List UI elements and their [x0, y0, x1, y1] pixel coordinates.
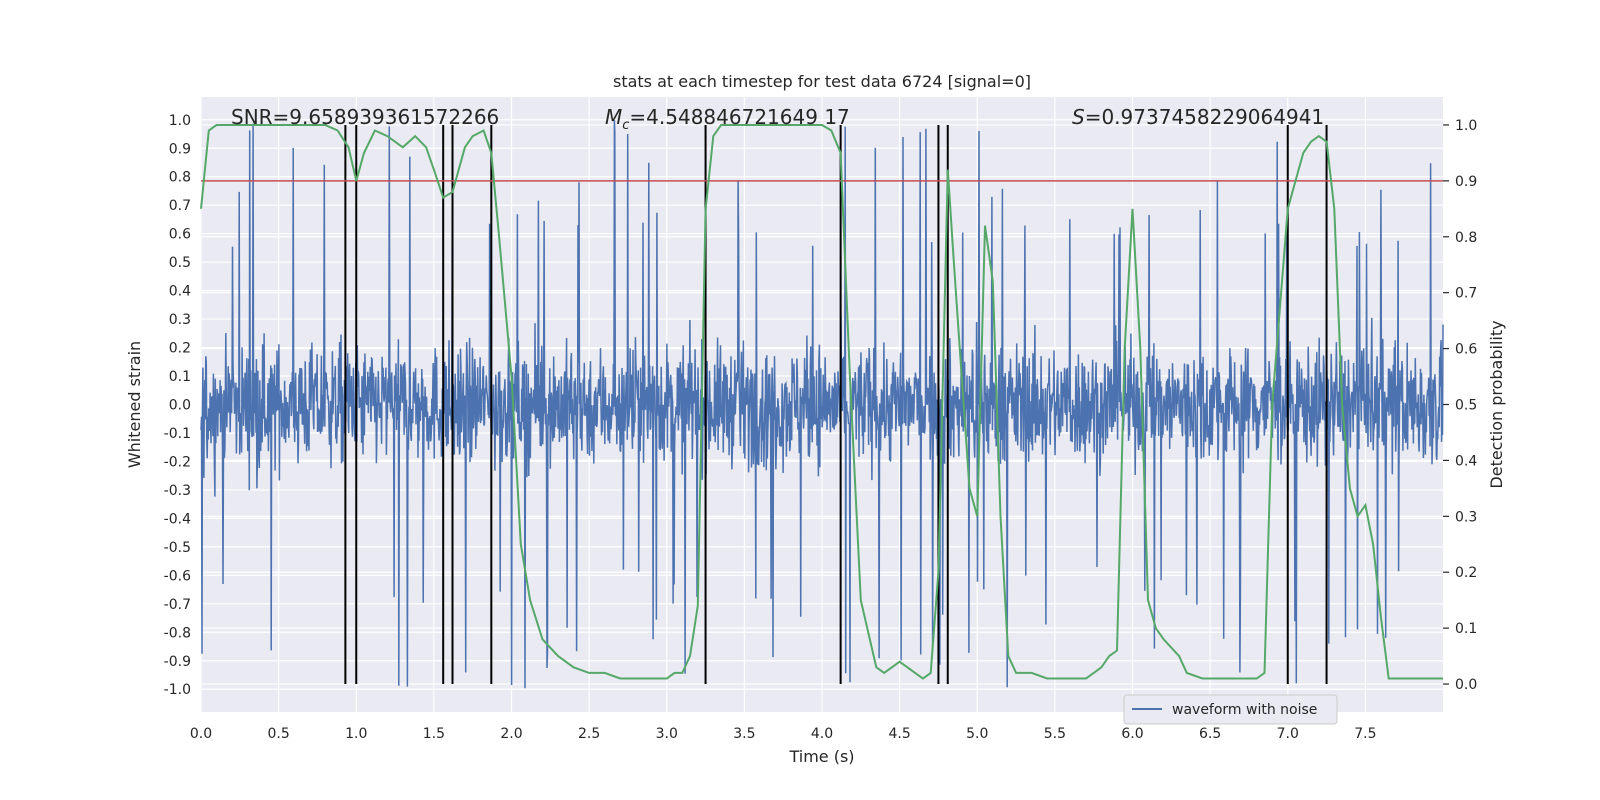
legend-label: waveform with noise [1172, 702, 1317, 718]
x-tick-label: 2.0 [500, 726, 522, 742]
y-tick-label: -0.1 [164, 426, 191, 442]
x-tick-label: 6.5 [1199, 726, 1221, 742]
y-tick-label: 0.6 [169, 227, 191, 243]
y-tick-label: 0.0 [169, 398, 191, 414]
y-axis-label: Whitened strain [125, 341, 144, 468]
mc-value: =4.548846721649 17 [629, 105, 849, 129]
legend-box [1123, 694, 1338, 725]
y2-tick-label: 0.9 [1455, 174, 1477, 190]
x-tick-label: 3.5 [733, 726, 755, 742]
y-tick-label: -1.0 [164, 682, 191, 698]
detection-probability-line [200, 124, 1443, 680]
y-tick-label: -0.9 [164, 654, 191, 670]
y2-tick-label: 0.0 [1455, 677, 1477, 693]
y-tick-label: -0.3 [164, 483, 191, 499]
y-tick-label: 0.8 [169, 170, 191, 186]
x-tick-label: 0.0 [190, 726, 212, 742]
y2-tick-label: 0.7 [1455, 286, 1477, 302]
mc-annotation: Mc=4.548846721649 17 [605, 105, 850, 133]
legend: waveform with noise [1123, 694, 1338, 725]
chart-title: stats at each timestep for test data 672… [613, 72, 1031, 91]
s-annotation: S=0.9737458229064941 [1072, 105, 1324, 129]
x-tick-labels: 0.0 0.5 1.0 1.5 2.0 2.5 3.0 3.5 4.0 4.5 5.0 5.5 6.0 6… [190, 726, 1377, 742]
x-axis-label: Time (s) [788, 747, 854, 766]
mc-subscript: c [622, 118, 629, 133]
y-tick-label: 0.9 [169, 141, 191, 157]
x-tick-label: 1.5 [423, 726, 445, 742]
y-tick-label: -0.6 [164, 568, 191, 584]
y-tick-label: -0.4 [164, 511, 191, 527]
y-tick-label: 0.3 [169, 312, 191, 328]
y2-tick-labels: 1.0 0.9 0.8 0.7 0.6 0.5 0.4 0.3 0.2 0.1 0.0 [1443, 118, 1477, 693]
s-value: =0.9737458229064941 [1085, 105, 1324, 129]
x-tick-label: 2.5 [578, 726, 600, 742]
y2-tick-label: 0.6 [1455, 342, 1477, 358]
y2-tick-label: 0.4 [1455, 453, 1477, 469]
y-tick-label: 0.7 [169, 198, 191, 214]
y2-tick-label: 0.3 [1455, 509, 1477, 525]
y2-tick-label: 1.0 [1455, 118, 1477, 134]
y2-axis-label: Detection probability [1487, 320, 1506, 488]
noise-waveform-path [200, 120, 1444, 689]
y-tick-labels: 1.0 0.9 0.8 0.7 0.6 0.5 0.4 0.3 0.2 0.1 0.0 -0.1 -0.… [164, 113, 191, 698]
y-tick-label: -0.8 [164, 625, 191, 641]
y-tick-label: -0.5 [164, 540, 191, 556]
x-tick-label: 7.5 [1354, 726, 1376, 742]
y-tick-label: 0.2 [169, 341, 191, 357]
y-tick-label: 1.0 [169, 113, 191, 129]
x-tick-label: 0.5 [267, 726, 289, 742]
x-tick-label: 5.5 [1044, 726, 1066, 742]
y-tick-label: -0.2 [164, 454, 191, 470]
x-tick-label: 6.0 [1121, 726, 1143, 742]
y2-tick-label: 0.8 [1455, 230, 1477, 246]
x-tick-label: 5.0 [966, 726, 988, 742]
x-tick-label: 7.0 [1277, 726, 1299, 742]
mc-symbol: M [605, 105, 622, 129]
snr-annotation: SNR=9.658939361572266 [231, 105, 499, 129]
y-tick-label: -0.7 [164, 597, 191, 613]
x-tick-label: 1.0 [345, 726, 367, 742]
x-tick-label: 4.5 [888, 726, 910, 742]
x-tick-label: 3.0 [656, 726, 678, 742]
noise-waveform [200, 120, 1444, 689]
y-tick-label: 0.1 [169, 369, 191, 385]
y-tick-label: 0.4 [169, 284, 191, 300]
s-symbol: S [1072, 105, 1085, 129]
y2-tick-label: 0.2 [1455, 565, 1477, 581]
y2-tick-label: 0.5 [1455, 398, 1477, 414]
x-tick-label: 4.0 [811, 726, 833, 742]
y-tick-label: 0.5 [169, 255, 191, 271]
y2-tick-label: 0.1 [1455, 621, 1477, 637]
